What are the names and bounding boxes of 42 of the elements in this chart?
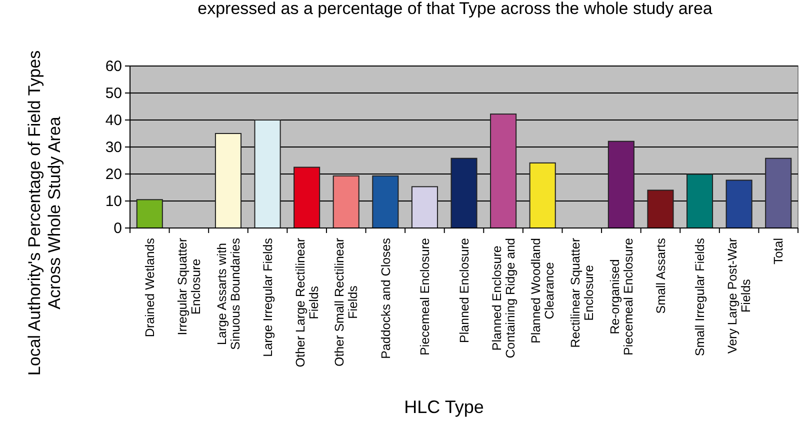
x-tick-label: Irregular Squatter Enclosure [176, 238, 204, 336]
bar [726, 180, 752, 228]
x-tick-label: Small Irregular Fields [693, 238, 708, 356]
x-tick-label: Other Large Rectilinear Fields [293, 238, 321, 368]
y-tick-label: 60 [105, 58, 122, 75]
y-tick-label: 40 [105, 112, 122, 129]
x-tick-label: Very Large Post-War Fields [726, 238, 754, 354]
bar [529, 162, 556, 228]
x-axis-title: HLC Type [404, 397, 484, 417]
x-tick-label: Other Small Rectilinear Fields [332, 238, 360, 367]
y-tick-label: 50 [105, 84, 122, 102]
x-tick-label: Large Irregular Fields [260, 238, 275, 357]
x-tick-label: Large Assarts with Sinuous Boundaries [214, 238, 242, 350]
bar [411, 186, 438, 228]
x-tick-label: Rectilinear Squatter Enclosure [568, 238, 596, 348]
bar [136, 199, 163, 228]
bar [294, 166, 320, 228]
chart-title: expressed as a percentage of that Type across the whole study area [198, 0, 713, 18]
bar [608, 140, 634, 228]
x-tick-label: Drained Wetlands [143, 238, 158, 338]
bar [765, 158, 792, 228]
bar [450, 158, 478, 228]
x-tick-label: Planned Enclosure Containing Ridge and [490, 238, 518, 358]
bar [372, 175, 399, 228]
x-tick-label: Planned Enclosure [457, 238, 472, 343]
y-tick-label: 30 [105, 138, 122, 156]
bar [647, 190, 674, 228]
bar [490, 114, 517, 228]
x-tick-label: Total [772, 238, 786, 264]
bar [332, 175, 360, 228]
bar [254, 120, 281, 228]
y-tick-label: 20 [105, 166, 122, 183]
y-tick-label: 0 [114, 220, 122, 237]
x-tick-label: Planned Woodland Clearance [529, 238, 557, 344]
x-tick-label: Re-organised Piecemeal Enclosure [608, 238, 636, 356]
y-tick-label: 10 [105, 192, 122, 210]
x-tick-label: Paddocks and Closes [378, 238, 393, 359]
x-tick-label: Small Assarts [654, 238, 668, 314]
bar [214, 133, 242, 228]
y-axis-title: Local Authority's Percentage of Field Types Across Whole Study Area [25, 50, 64, 376]
bar [686, 174, 714, 228]
x-tick-label: Piecemeal Enclosure [418, 238, 432, 356]
